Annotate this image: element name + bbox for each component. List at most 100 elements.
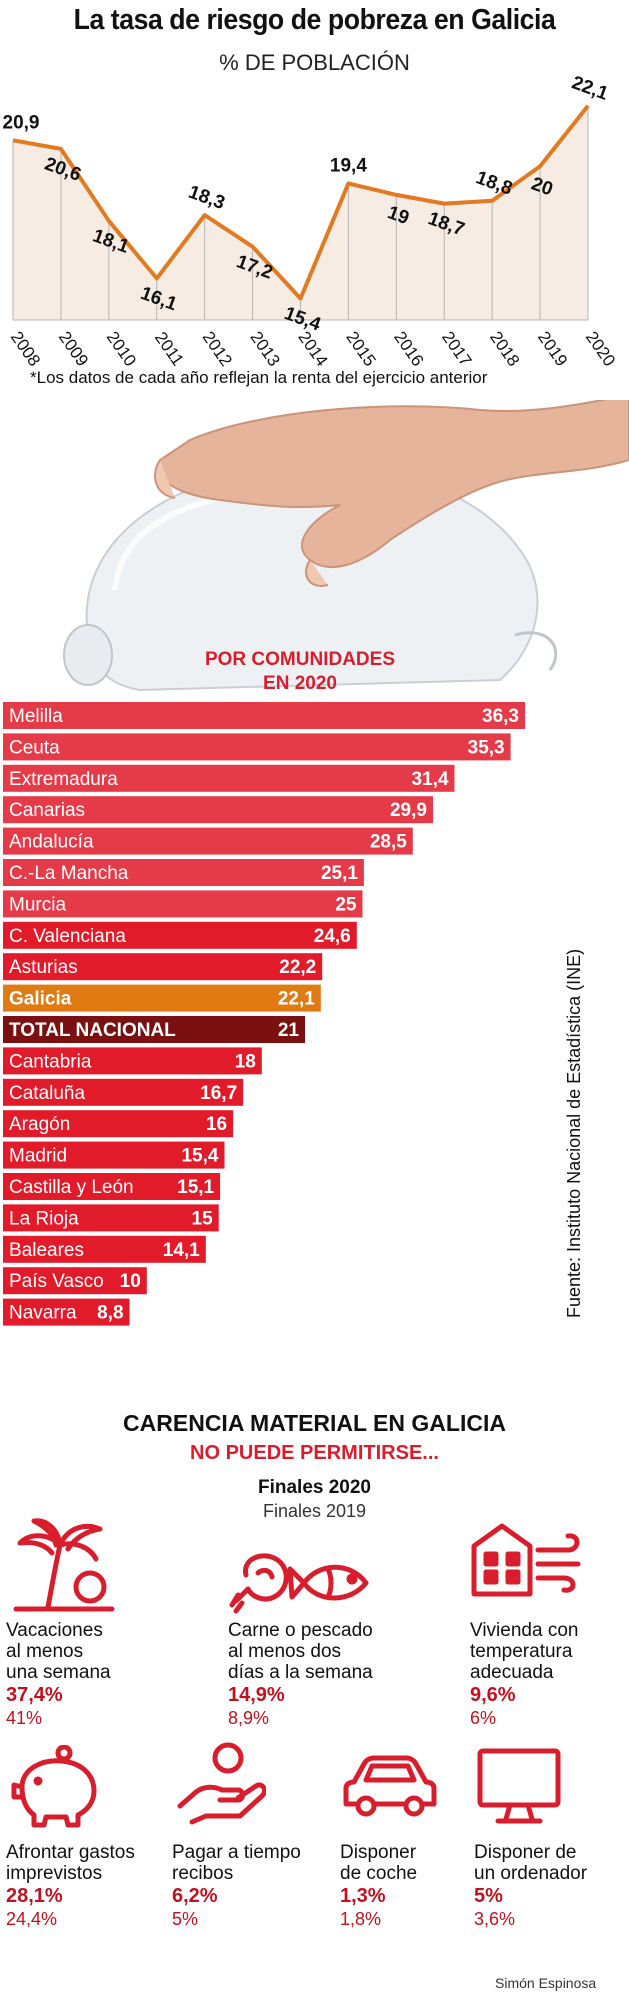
material-item-carne-pescado: Carne o pescado al menos dos días a la s… [228,1620,373,1729]
legend-2020: Finales 2020 [257,1477,372,1498]
value-2020: 28,1% [6,1885,63,1907]
bar-Extremadura [3,764,455,792]
item-label-line: días a la semana [228,1662,373,1683]
glass-piggy-bank-image [63,400,629,692]
computer-icon [477,1748,561,1824]
category-label-Ceuta: Ceuta [9,737,60,758]
value-2020: 6,2% [172,1885,218,1907]
footnote: *Los datos de cada año reflejan la renta… [30,368,488,387]
data-label-2012: 18,3 [186,182,228,214]
line-chart: 20,920,618,116,118,317,215,419,419 18,718… [3,72,620,370]
bar-chart-title-line-2: EN 2020 [263,673,337,694]
meat-fish-icon [229,1553,369,1614]
category-label-Murcia: Murcia [9,894,66,915]
item-label-line: una semana [6,1662,111,1683]
material-item-ordenador: Disponer de un ordenador 5% 3,6% [474,1842,587,1930]
value-label-Galicia: 22,1 [278,989,315,1010]
item-label-line: Vacaciones [6,1620,103,1641]
item-label-line: un ordenador [474,1863,588,1884]
category-label-Cantabria: Cantabria [9,1051,92,1072]
data-label-2015: 19,4 [330,155,367,176]
value-label-Madrid: 15,4 [181,1146,218,1167]
bar-Andalucía [3,827,413,855]
value-label-Aragón: 16 [206,1114,227,1135]
category-label-Asturias: Asturias [9,957,78,978]
bar-Aragón [3,1110,234,1138]
category-label-C. Valenciana: C. Valenciana [9,926,126,947]
item-label-line: al menos dos [228,1641,342,1662]
category-label-Galicia: Galicia [9,989,72,1010]
bar-chart: Melilla 36,3 Ceuta 35,3 Extremadura 31,4 Canar… [3,702,525,1326]
bar-Madrid [3,1141,225,1169]
material-title: CARENCIA MATERIAL EN GALICIA [123,1410,506,1436]
car-icon [343,1755,437,1817]
value-label-Cantabria: 18 [235,1051,256,1072]
category-label-TOTAL NACIONAL: TOTAL NACIONAL [9,1020,176,1041]
house-wind-icon [471,1523,581,1597]
x-tick-label-2018: 2018 [486,328,523,370]
bar-Cantabria [3,1047,262,1075]
value-2019: 3,6% [474,1909,516,1929]
x-tick-label-2008: 2008 [7,328,44,370]
page-title: La tasa de riesgo de pobreza en Galicia [73,4,556,36]
bar-C.-La Mancha [3,859,364,886]
x-tick-label-2017: 2017 [438,328,475,370]
item-label-line: Carne o pescado [228,1620,373,1641]
value-label-Andalucía: 28,5 [370,832,407,853]
value-2020: 37,4% [6,1684,63,1706]
value-2020: 1,3% [340,1885,386,1907]
line-area [13,105,588,320]
x-tick-label-2016: 2016 [390,328,427,370]
material-item-vivienda: Vivienda con temperatura adecuada 9,6% 6… [470,1620,578,1729]
chart-subtitle: % DE POBLACIÓN [219,50,410,75]
value-2019: 6% [470,1708,497,1728]
material-item-vacaciones: Vacaciones al menos una semana 37,4% 41% [6,1620,111,1729]
value-label-Navarra: 8,8 [97,1303,123,1324]
bar-TOTAL NACIONAL [3,1016,305,1043]
bar-Asturias [3,953,323,981]
category-label-Castilla y León: Castilla y León [9,1177,134,1198]
bar-Baleares [3,1235,206,1263]
material-item-gastos: Afrontar gastos imprevistos 28,1% 24,4% [6,1842,135,1930]
series-line [12,104,590,301]
item-label-line: Disponer [340,1842,417,1863]
data-label-2018: 18,8 [473,167,515,199]
category-label-Extremadura: Extremadura [9,769,118,790]
category-label-País Vasco: País Vasco [9,1271,104,1292]
item-label-line: al menos [6,1641,84,1662]
source-note: Fuente: Instituto Nacional de Estadístic… [560,900,590,1320]
bar-Canarias [3,796,433,824]
legend-2019: Finales 2019 [262,1501,367,1521]
value-label-País Vasco: 10 [120,1271,141,1292]
material-subtitle: NO PUEDE PERMITIRSE... [190,1442,439,1464]
value-label-Castilla y León: 15,1 [177,1177,214,1198]
value-label-Canarias: 29,9 [390,800,427,821]
value-2020: 5% [474,1885,503,1907]
category-label-Navarra: Navarra [9,1303,77,1324]
value-label-Cataluña: 16,7 [200,1083,237,1104]
credit: Simón Espinosa [495,1975,597,1991]
x-tick-label-2013: 2013 [246,328,283,370]
value-label-Melilla: 36,3 [482,706,519,727]
bar-Cataluña [3,1078,244,1106]
x-tick-label-2010: 2010 [103,328,140,370]
bar-C. Valenciana [3,921,357,949]
value-label-TOTAL NACIONAL: 21 [278,1020,300,1041]
item-label-line: Afrontar gastos [6,1842,135,1863]
value-2019: 41% [6,1708,43,1728]
x-tick-label-2015: 2015 [342,328,379,370]
value-2019: 8,9% [228,1708,270,1728]
category-label-Cataluña: Cataluña [9,1083,85,1104]
value-label-Extremadura: 31,4 [412,769,449,790]
data-label-2020: 22,1 [569,72,611,105]
material-item-coche: Disponer de coche 1,3% 1,8% [340,1842,417,1930]
value-label-C. Valenciana: 24,6 [314,926,351,947]
x-tick-label-2012: 2012 [199,328,236,370]
category-label-C.-La Mancha: C.-La Mancha [9,863,129,884]
item-label-line: imprevistos [6,1863,103,1884]
bar-La Rioja [3,1204,219,1232]
item-label-line: temperatura [470,1641,573,1662]
source-text: Fuente: Instituto Nacional de Estadístic… [564,948,584,1318]
item-label-line: Vivienda con [470,1620,579,1641]
value-2020: 9,6% [470,1684,516,1706]
